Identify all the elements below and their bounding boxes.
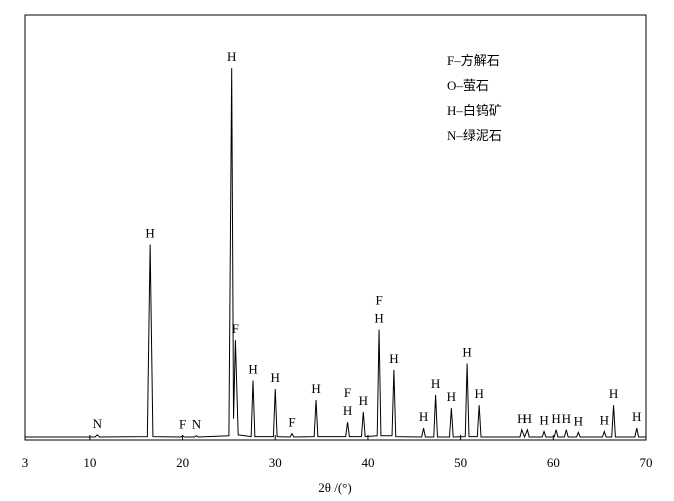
legend-note: H–白钨矿: [447, 103, 502, 118]
x-tick-label: 3: [22, 455, 29, 470]
peak-label: N: [93, 416, 103, 431]
peak-label: H: [374, 310, 383, 325]
peak-label: H: [359, 393, 368, 408]
peak-label: F: [375, 292, 382, 307]
peak-label: H: [632, 409, 641, 424]
x-axis-title: 2θ /(°): [318, 480, 351, 495]
peak-label: N: [192, 417, 202, 432]
peak-label: H: [227, 49, 236, 64]
peak-label: H: [447, 389, 456, 404]
xrd-trace: [25, 68, 646, 439]
peak-label: H: [539, 412, 548, 427]
peak-label: H: [600, 412, 609, 427]
peak-label: H: [431, 376, 440, 391]
legend-note: F–方解石: [447, 53, 500, 68]
x-tick-label: 20: [176, 455, 189, 470]
x-tick-label: 30: [269, 455, 282, 470]
x-tick-label: 40: [361, 455, 374, 470]
peak-label: H: [145, 225, 154, 240]
x-tick-label: 50: [454, 455, 467, 470]
peak-label: H: [551, 411, 560, 426]
peak-label: H: [271, 370, 280, 385]
peak-label: H: [311, 381, 320, 396]
peak-label: H: [419, 409, 428, 424]
peak-label: H: [562, 411, 571, 426]
peak-label: F: [288, 415, 295, 430]
peak-label: F: [344, 385, 351, 400]
plot-frame: [24, 14, 647, 441]
legend-note: O–萤石: [447, 78, 489, 93]
peak-label: H: [517, 411, 526, 426]
peak-label: H: [609, 386, 618, 401]
peak-label: H: [474, 386, 483, 401]
peak-label: H: [523, 411, 532, 426]
peak-label: H: [389, 351, 398, 366]
peak-label: F: [232, 321, 239, 336]
peak-label: F: [179, 417, 186, 432]
peak-label: H: [343, 403, 352, 418]
x-tick-label: 60: [547, 455, 560, 470]
peak-label: H: [574, 413, 583, 428]
x-tick-label: 70: [640, 455, 653, 470]
peak-label: H: [248, 361, 257, 376]
peak-label: H: [462, 344, 471, 359]
x-tick-label: 10: [83, 455, 96, 470]
legend-note: N–绿泥石: [447, 128, 502, 143]
